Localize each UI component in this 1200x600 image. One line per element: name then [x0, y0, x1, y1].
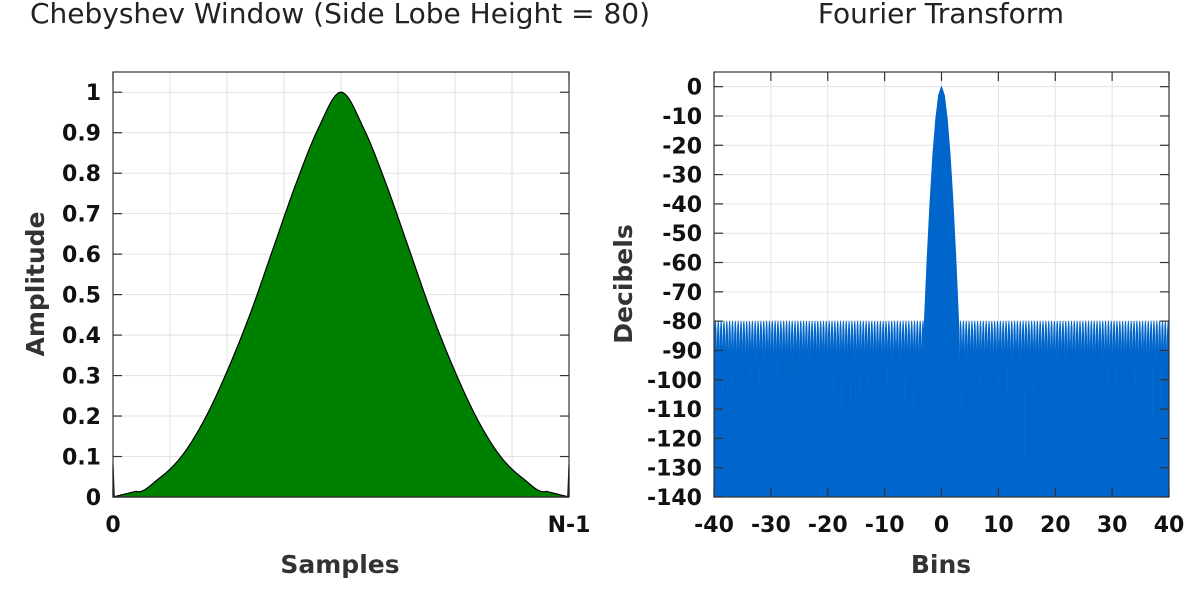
- window-chart: 0 0.1 0.2 0.3 0.4 0.5 0.6 0.7 0.8 0.9 1 0 N-1: [62, 71, 591, 538]
- side-lobes-left: [713, 320, 925, 498]
- left-y-tick-label: 0.2: [62, 405, 101, 430]
- right-y-tick-label: 0: [687, 76, 702, 101]
- right-x-tick-label: 20: [1040, 513, 1071, 538]
- right-y-tick-label: -110: [647, 398, 702, 423]
- window-area: [112, 91, 570, 498]
- right-y-tick-label: -130: [647, 457, 702, 482]
- right-x-tick-label: 10: [983, 513, 1014, 538]
- right-y-tick-label: -80: [662, 310, 702, 335]
- right-chart-title: Fourier Transform: [818, 0, 1064, 30]
- left-y-tick-label: 0: [86, 486, 101, 511]
- right-x-tick-label: -40: [694, 513, 734, 538]
- right-y-tick-label: -10: [662, 105, 702, 130]
- right-y-tick-label: -20: [662, 134, 702, 159]
- fourier-chart: 0-10-20-30-40-50-60-70-80-90-100-110-120…: [647, 71, 1185, 538]
- right-y-tick-label: -30: [662, 164, 702, 189]
- right-y-axis-label: Decibels: [609, 224, 638, 343]
- side-lobes-right: [958, 320, 1170, 498]
- right-y-tick-label: -120: [647, 427, 702, 452]
- left-y-tick-label: 1: [86, 81, 101, 106]
- left-chart-title: Chebyshev Window (Side Lobe Height = 80): [30, 0, 650, 30]
- right-y-tick-label: -100: [647, 369, 702, 394]
- right-x-tick-label: 0: [934, 513, 949, 538]
- left-plot-frame: [112, 71, 570, 498]
- right-x-tick-label: 40: [1154, 513, 1185, 538]
- left-y-tick-label: 0.6: [62, 243, 101, 268]
- right-y-tick-label: -90: [662, 339, 702, 364]
- left-y-tick-label: 0.4: [62, 324, 101, 349]
- left-x-tick-label: N-1: [548, 513, 591, 538]
- right-y-tick-label: -40: [662, 193, 702, 218]
- right-x-tick-label: -20: [808, 513, 848, 538]
- main-lobe: [923, 86, 960, 498]
- left-y-tick-label: 0.5: [62, 284, 101, 309]
- left-y-tick-label: 0.3: [62, 365, 101, 390]
- right-x-tick-label: 30: [1097, 513, 1128, 538]
- left-y-tick-label: 0.1: [62, 446, 101, 471]
- left-x-axis-label: Samples: [280, 550, 399, 579]
- right-x-tick-label: -10: [865, 513, 905, 538]
- right-y-tick-label: -60: [662, 252, 702, 277]
- left-y-tick-label: 0.8: [62, 162, 101, 187]
- right-x-axis-label: Bins: [911, 550, 971, 579]
- left-x-tick-label: 0: [105, 513, 120, 538]
- right-y-tick-label: -140: [647, 486, 702, 511]
- right-y-tick-label: -50: [662, 222, 702, 247]
- right-y-tick-label: -70: [662, 281, 702, 306]
- left-y-tick-label: 0.9: [62, 122, 101, 147]
- left-y-tick-label: 0.7: [62, 203, 101, 228]
- right-x-tick-label: -30: [751, 513, 791, 538]
- left-y-axis-label: Amplitude: [21, 211, 50, 356]
